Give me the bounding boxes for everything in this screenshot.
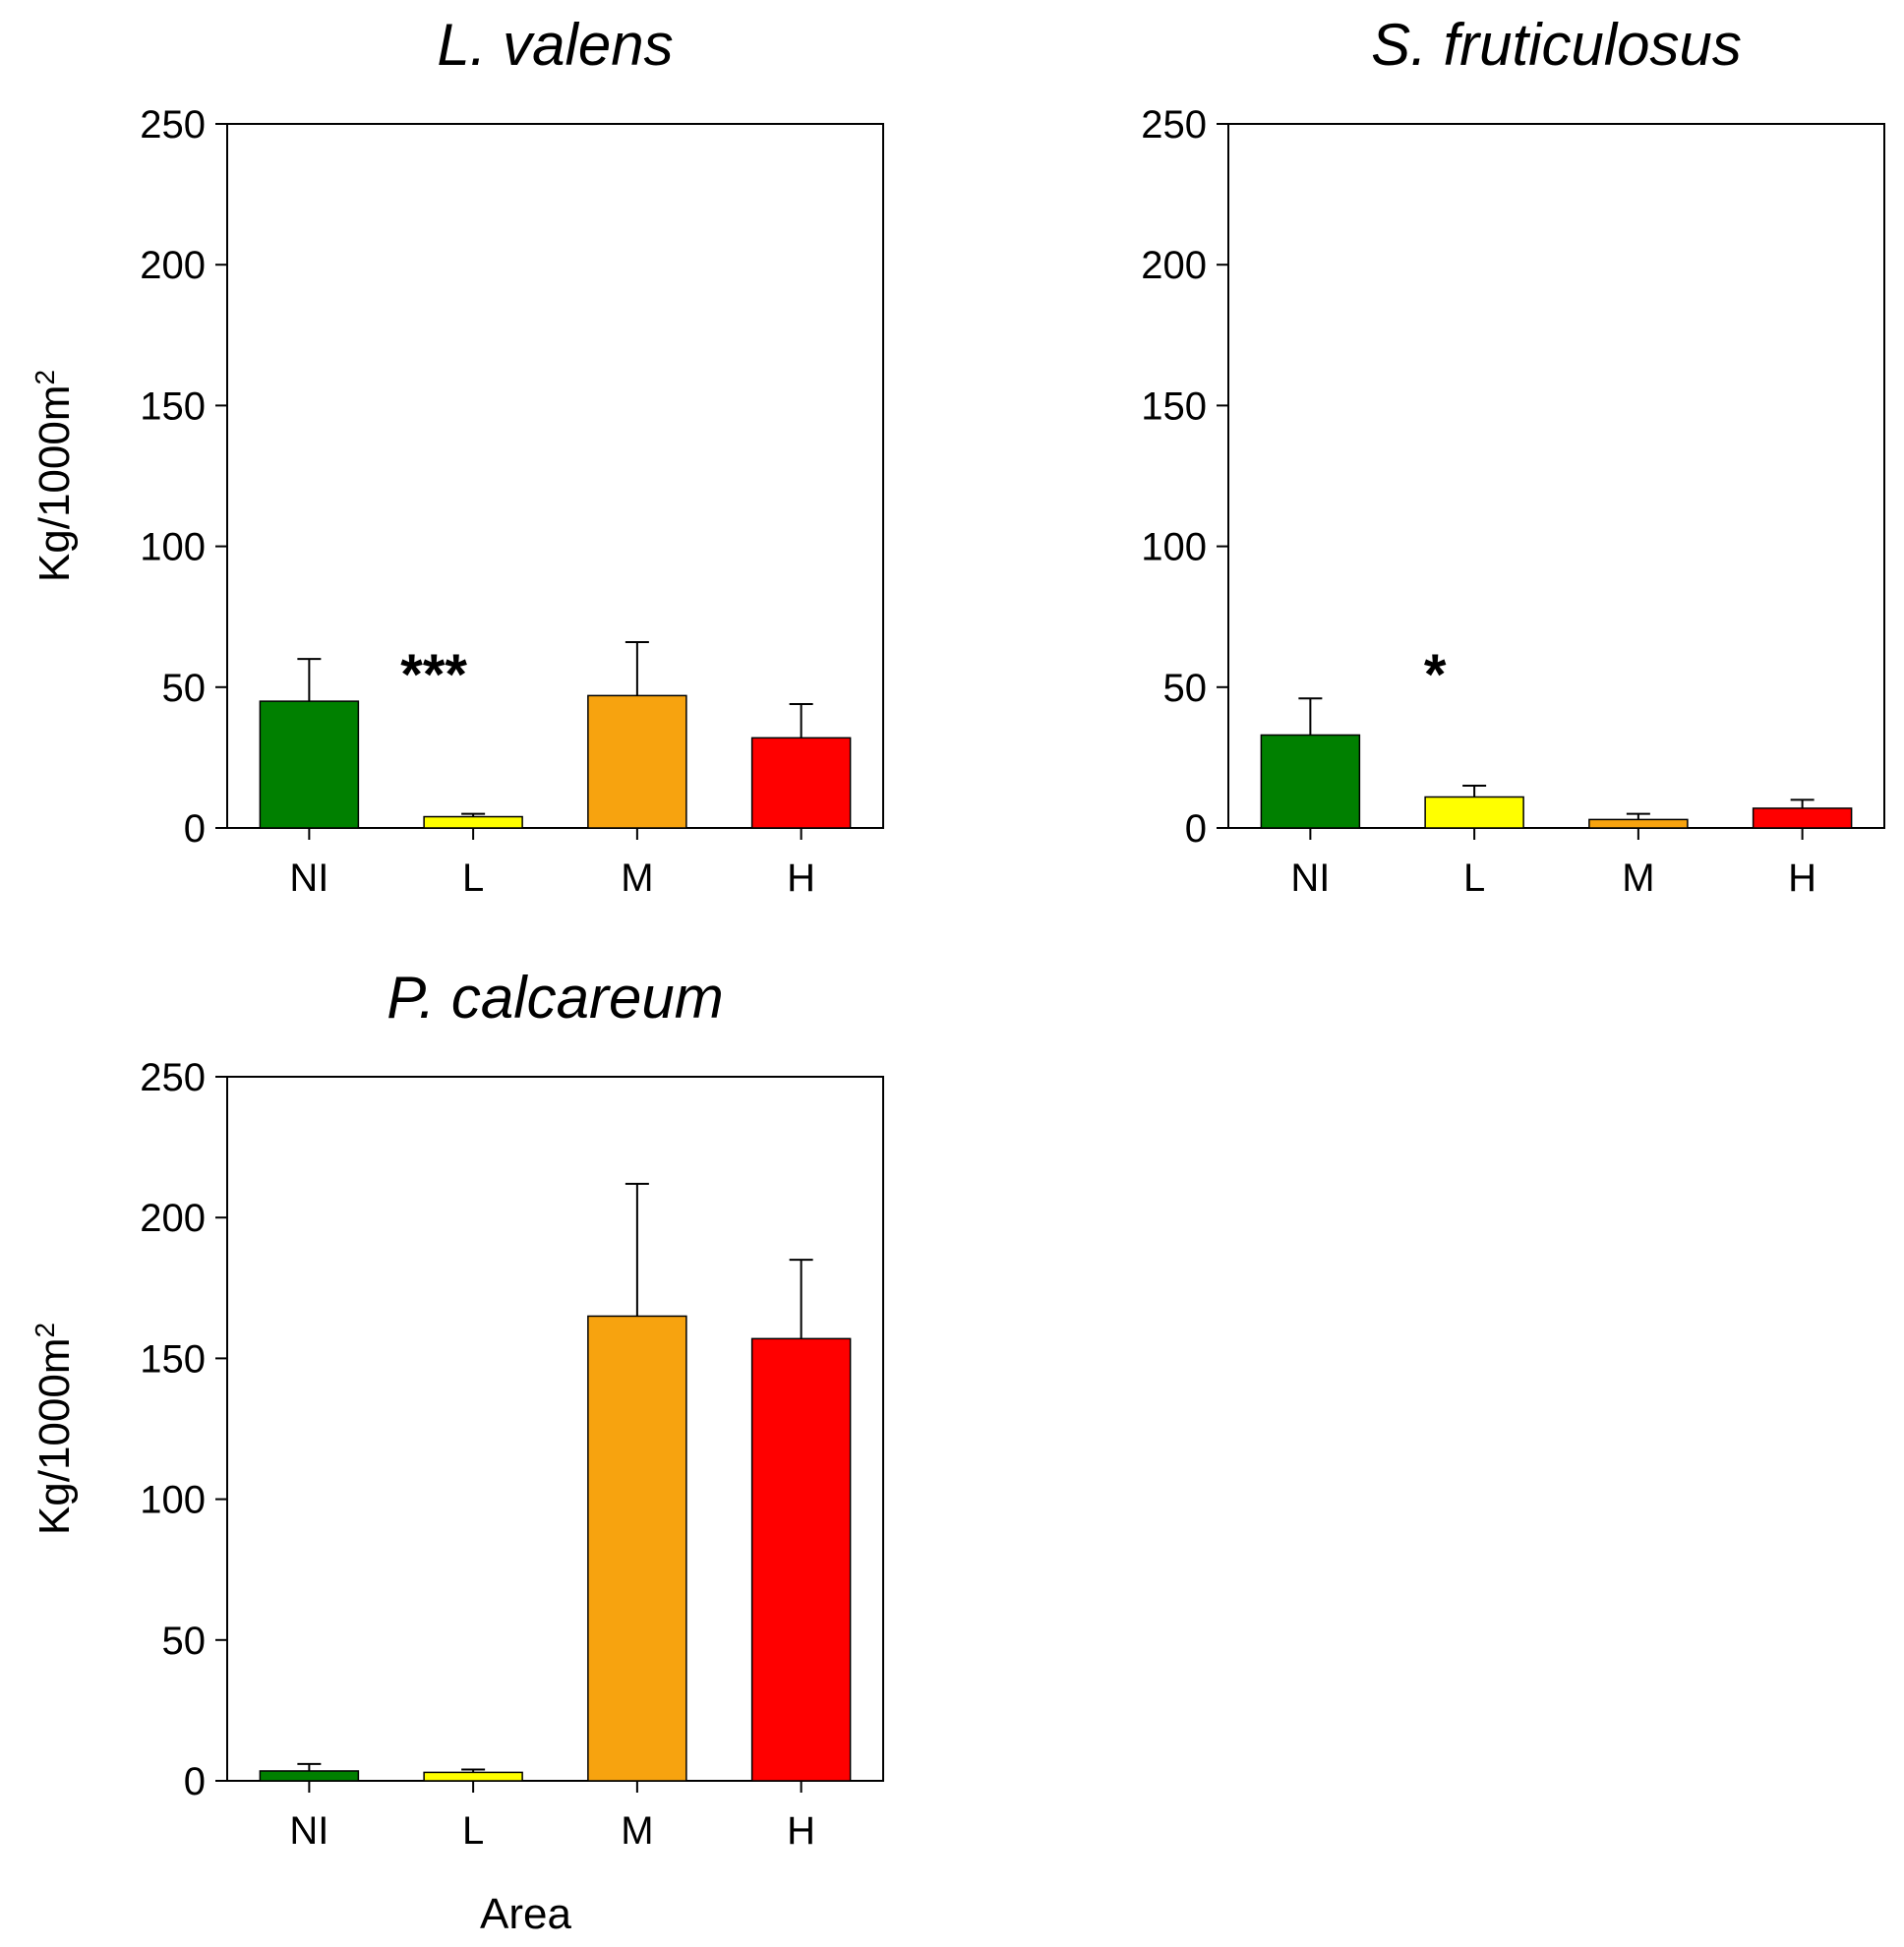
x-tick-label: M xyxy=(621,1809,653,1853)
bar-h xyxy=(750,1337,852,1782)
y-tick-label: 0 xyxy=(184,807,206,851)
y-tick-label: 50 xyxy=(1163,667,1208,710)
panel-p-calcareum: P. calcareum 0 50 100 150 200 250 NI L M H Kg/1000m… xyxy=(30,965,884,1938)
y-tick-label: 200 xyxy=(1141,244,1207,287)
chart-title: L. valens xyxy=(437,12,673,78)
plot-frame xyxy=(226,123,884,829)
bar-ni xyxy=(1260,734,1361,829)
x-tick-label: NI xyxy=(289,1809,328,1853)
y-tick-label: 0 xyxy=(1185,807,1207,851)
chart-title: P. calcareum xyxy=(387,965,723,1031)
bar-m xyxy=(1588,818,1689,829)
bar-l xyxy=(423,1771,523,1782)
x-tick-label: M xyxy=(621,856,653,900)
panel-s-fruticulosus: S. fruticulosus 0 50 100 150 200 250 NI L M H * xyxy=(1141,12,1885,900)
x-tick-label: H xyxy=(787,856,815,900)
y-tick-label: 200 xyxy=(140,244,206,287)
y-tick-label: 250 xyxy=(140,1056,206,1099)
plot-frame xyxy=(1227,123,1885,829)
y-tick-label: 150 xyxy=(140,384,206,428)
panel-l-valens: L. valens 0 50 100 150 200 250 NI L M H *** Kg/1000m… xyxy=(30,12,884,900)
y-tick-label: 0 xyxy=(184,1760,206,1803)
chart-title: S. fruticulosus xyxy=(1371,12,1742,78)
significance-marker: *** xyxy=(400,643,467,707)
bar-l xyxy=(1424,796,1524,829)
x-tick-label: H xyxy=(1788,856,1816,900)
y-tick-label: 100 xyxy=(140,526,206,569)
bar-ni xyxy=(259,700,360,829)
x-tick-label: H xyxy=(787,1809,815,1853)
y-axis-label: Kg/1000m2 xyxy=(30,1323,80,1535)
y-tick-label: 50 xyxy=(162,667,207,710)
y-axis-label: Kg/1000m2 xyxy=(30,370,80,582)
x-tick-label: NI xyxy=(289,856,328,900)
y-tick-label: 150 xyxy=(1141,384,1207,428)
y-tick-label: 100 xyxy=(140,1479,206,1522)
bar-h xyxy=(1752,807,1853,829)
bar-m xyxy=(587,1315,687,1782)
y-tick-label: 50 xyxy=(162,1620,207,1663)
x-axis-label: Area xyxy=(480,1890,571,1938)
y-tick-label: 150 xyxy=(140,1337,206,1381)
y-tick-label: 250 xyxy=(140,103,206,147)
x-tick-label: L xyxy=(1463,856,1485,900)
x-tick-label: NI xyxy=(1290,856,1330,900)
x-tick-label: L xyxy=(462,856,484,900)
y-tick-label: 100 xyxy=(1141,526,1207,569)
bar-l xyxy=(423,815,523,829)
bar-ni xyxy=(259,1770,360,1782)
bar-h xyxy=(750,737,852,829)
y-tick-label: 250 xyxy=(1141,103,1207,147)
x-tick-label: M xyxy=(1622,856,1654,900)
bar-m xyxy=(587,694,687,829)
significance-marker: * xyxy=(1424,643,1447,707)
x-tick-label: L xyxy=(462,1809,484,1853)
y-tick-label: 200 xyxy=(140,1197,206,1240)
plot-frame xyxy=(226,1076,884,1782)
